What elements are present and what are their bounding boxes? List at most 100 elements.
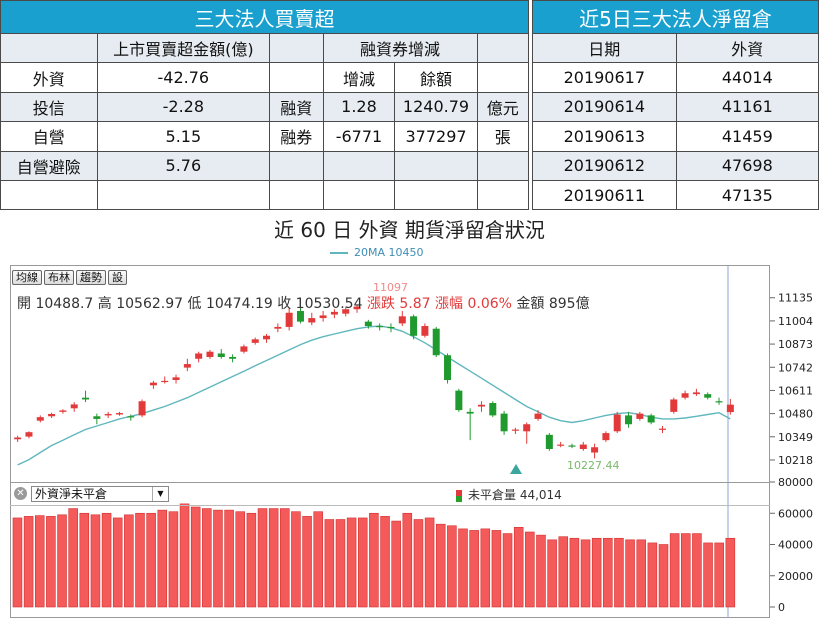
candle-body [387,326,395,329]
candle-body [692,392,700,395]
oi-bar [157,509,168,608]
net-buy-sell-table: 三大法人買賣超 上市買賣超金額(億) 融資券增減 外資 -42.76 增減 餘額… [0,0,530,211]
oi-bar [614,537,624,608]
oi-bar [146,512,156,608]
candle-body [274,326,282,329]
candle-body [523,424,531,432]
candle-body [251,339,259,343]
oi-y-tick-label: 60000 [778,507,813,520]
oi-bar [335,519,346,608]
row-amount: -42.76 [96,62,271,93]
candle-body [568,445,576,447]
amount-header: 上市買賣超金額(億) [96,32,271,64]
net-buy-sell-title: 三大法人買賣超 [0,0,529,34]
candle-body [104,413,112,416]
ma-legend-label: 20MA 10450 [354,246,424,259]
open-value: 開 10488.7 [17,296,94,312]
trend-button[interactable]: 趨勢 [76,270,106,285]
legend-swatch-icon [456,489,462,502]
oi-bar [34,515,45,608]
candle-body [421,326,429,336]
oi-bar [302,516,312,608]
sub-panel-header [10,482,770,506]
oi-bar [525,531,535,608]
foreign-header: 外資 [675,32,819,64]
oi-bar [190,506,201,608]
indicator-select[interactable]: 外資淨未平倉 ▼ [31,486,169,502]
candle-body [455,390,463,411]
candle-body [285,312,293,327]
settings-button[interactable]: 設 [108,270,127,285]
oi-bar [547,539,557,608]
oi-bar [402,512,413,608]
ma20-line [17,325,731,466]
oi-bar [480,528,491,608]
oi-bar [380,516,390,608]
oi-bar [447,525,457,608]
oi-bar [280,508,290,608]
blank-cell [394,150,478,181]
blank-cell [269,179,324,211]
oi-bar [458,528,468,608]
oi-bar [268,508,279,608]
candle-body [25,432,33,437]
oi-value: 47698 [675,150,819,181]
oi-bar [647,542,658,608]
candle-body [726,404,734,413]
oi-bar [469,530,479,608]
margin-unit: 張 [476,121,530,152]
oi-date: 20190614 [532,91,677,123]
oi-bar [57,514,67,608]
oi-bar [168,511,179,608]
oi-bar [435,523,446,608]
candle-body [511,429,519,431]
blank-cell [0,179,98,211]
oi-bar [346,517,357,608]
candle-body [602,433,610,441]
institutional-summary: 三大法人買賣超 上市買賣超金額(億) 融資券增減 外資 -42.76 增減 餘額… [0,0,819,211]
candle-body [647,415,655,423]
low-marker-icon [510,464,522,474]
oi-bar [23,516,34,608]
candle-body [70,404,78,409]
ohlc-readout: 開 10488.7 高 10562.97 低 10474.19 收 10530.… [17,293,590,313]
chevron-down-icon[interactable]: ▼ [152,487,168,501]
candle-body [477,404,485,407]
margin-change: -6771 [322,121,396,152]
oi-value: 47135 [675,179,819,211]
candle-body [59,410,67,412]
candle-body [93,416,101,419]
candle-body [376,326,384,328]
candle-body [183,364,191,368]
change-header: 增減 [322,62,396,93]
balance-header: 餘額 [394,62,478,93]
oi-bar [291,511,301,608]
oi-bar [692,533,702,608]
y-tick-label: 11135 [778,292,813,305]
candle-body [410,316,418,336]
oi-bar [681,533,691,608]
candle-body [149,382,157,386]
row-name: 外資 [0,62,98,93]
oi-bar [703,542,713,608]
bollinger-button[interactable]: 布林 [44,270,74,285]
oi-bar [424,517,435,608]
close-value: 收 10530.54 [277,296,363,312]
change-value: 漲跌 5.87 [366,296,431,312]
candle-body [658,428,666,430]
candle-body [115,413,123,415]
oi-bar [569,537,580,608]
oi-bar [79,512,90,608]
oi-bar [112,517,123,608]
candle-body [161,380,169,383]
oi-bar [12,517,23,608]
ma-legend: 20MA 10450 [330,246,424,259]
close-icon[interactable]: ✕ [14,487,27,500]
ma-button[interactable]: 均線 [12,270,42,285]
candle-body [82,397,90,400]
chart-title: 近 60 日 外資 期貨淨留倉狀況 [274,218,545,242]
y-tick-label: 10349 [778,431,813,444]
chart-toolbar: 均線 布林 趨勢 設 [12,270,127,285]
margin-label: 融券 [269,121,324,152]
